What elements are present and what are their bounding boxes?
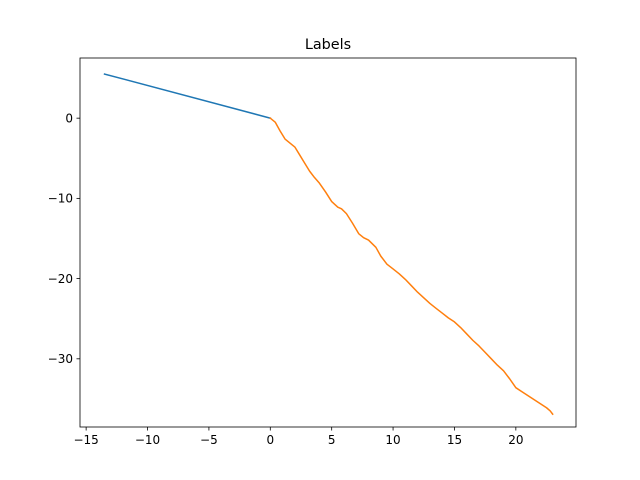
x-tick-label: 15 bbox=[447, 433, 462, 447]
x-tick-label: −10 bbox=[135, 433, 160, 447]
y-tick-label: −20 bbox=[48, 272, 73, 286]
x-tick-label: 20 bbox=[508, 433, 523, 447]
x-tick-label: 0 bbox=[266, 433, 274, 447]
y-tick-label: −10 bbox=[48, 192, 73, 206]
chart-title: Labels bbox=[305, 37, 351, 53]
series-layer bbox=[103, 73, 554, 416]
y-tick-label: −30 bbox=[48, 352, 73, 366]
axes-frame bbox=[79, 57, 577, 428]
x-tick-label: 5 bbox=[328, 433, 336, 447]
x-axis: −15 −10 −5 0 5 10 15 20 bbox=[73, 427, 523, 447]
x-tick-label: −15 bbox=[73, 433, 98, 447]
x-tick-label: −5 bbox=[200, 433, 218, 447]
y-axis: −30 −20 −10 0 bbox=[48, 111, 80, 366]
x-tick-label: 10 bbox=[385, 433, 400, 447]
series-line-2 bbox=[269, 117, 554, 416]
series-line-1 bbox=[103, 73, 272, 120]
y-tick-label: 0 bbox=[65, 111, 73, 125]
